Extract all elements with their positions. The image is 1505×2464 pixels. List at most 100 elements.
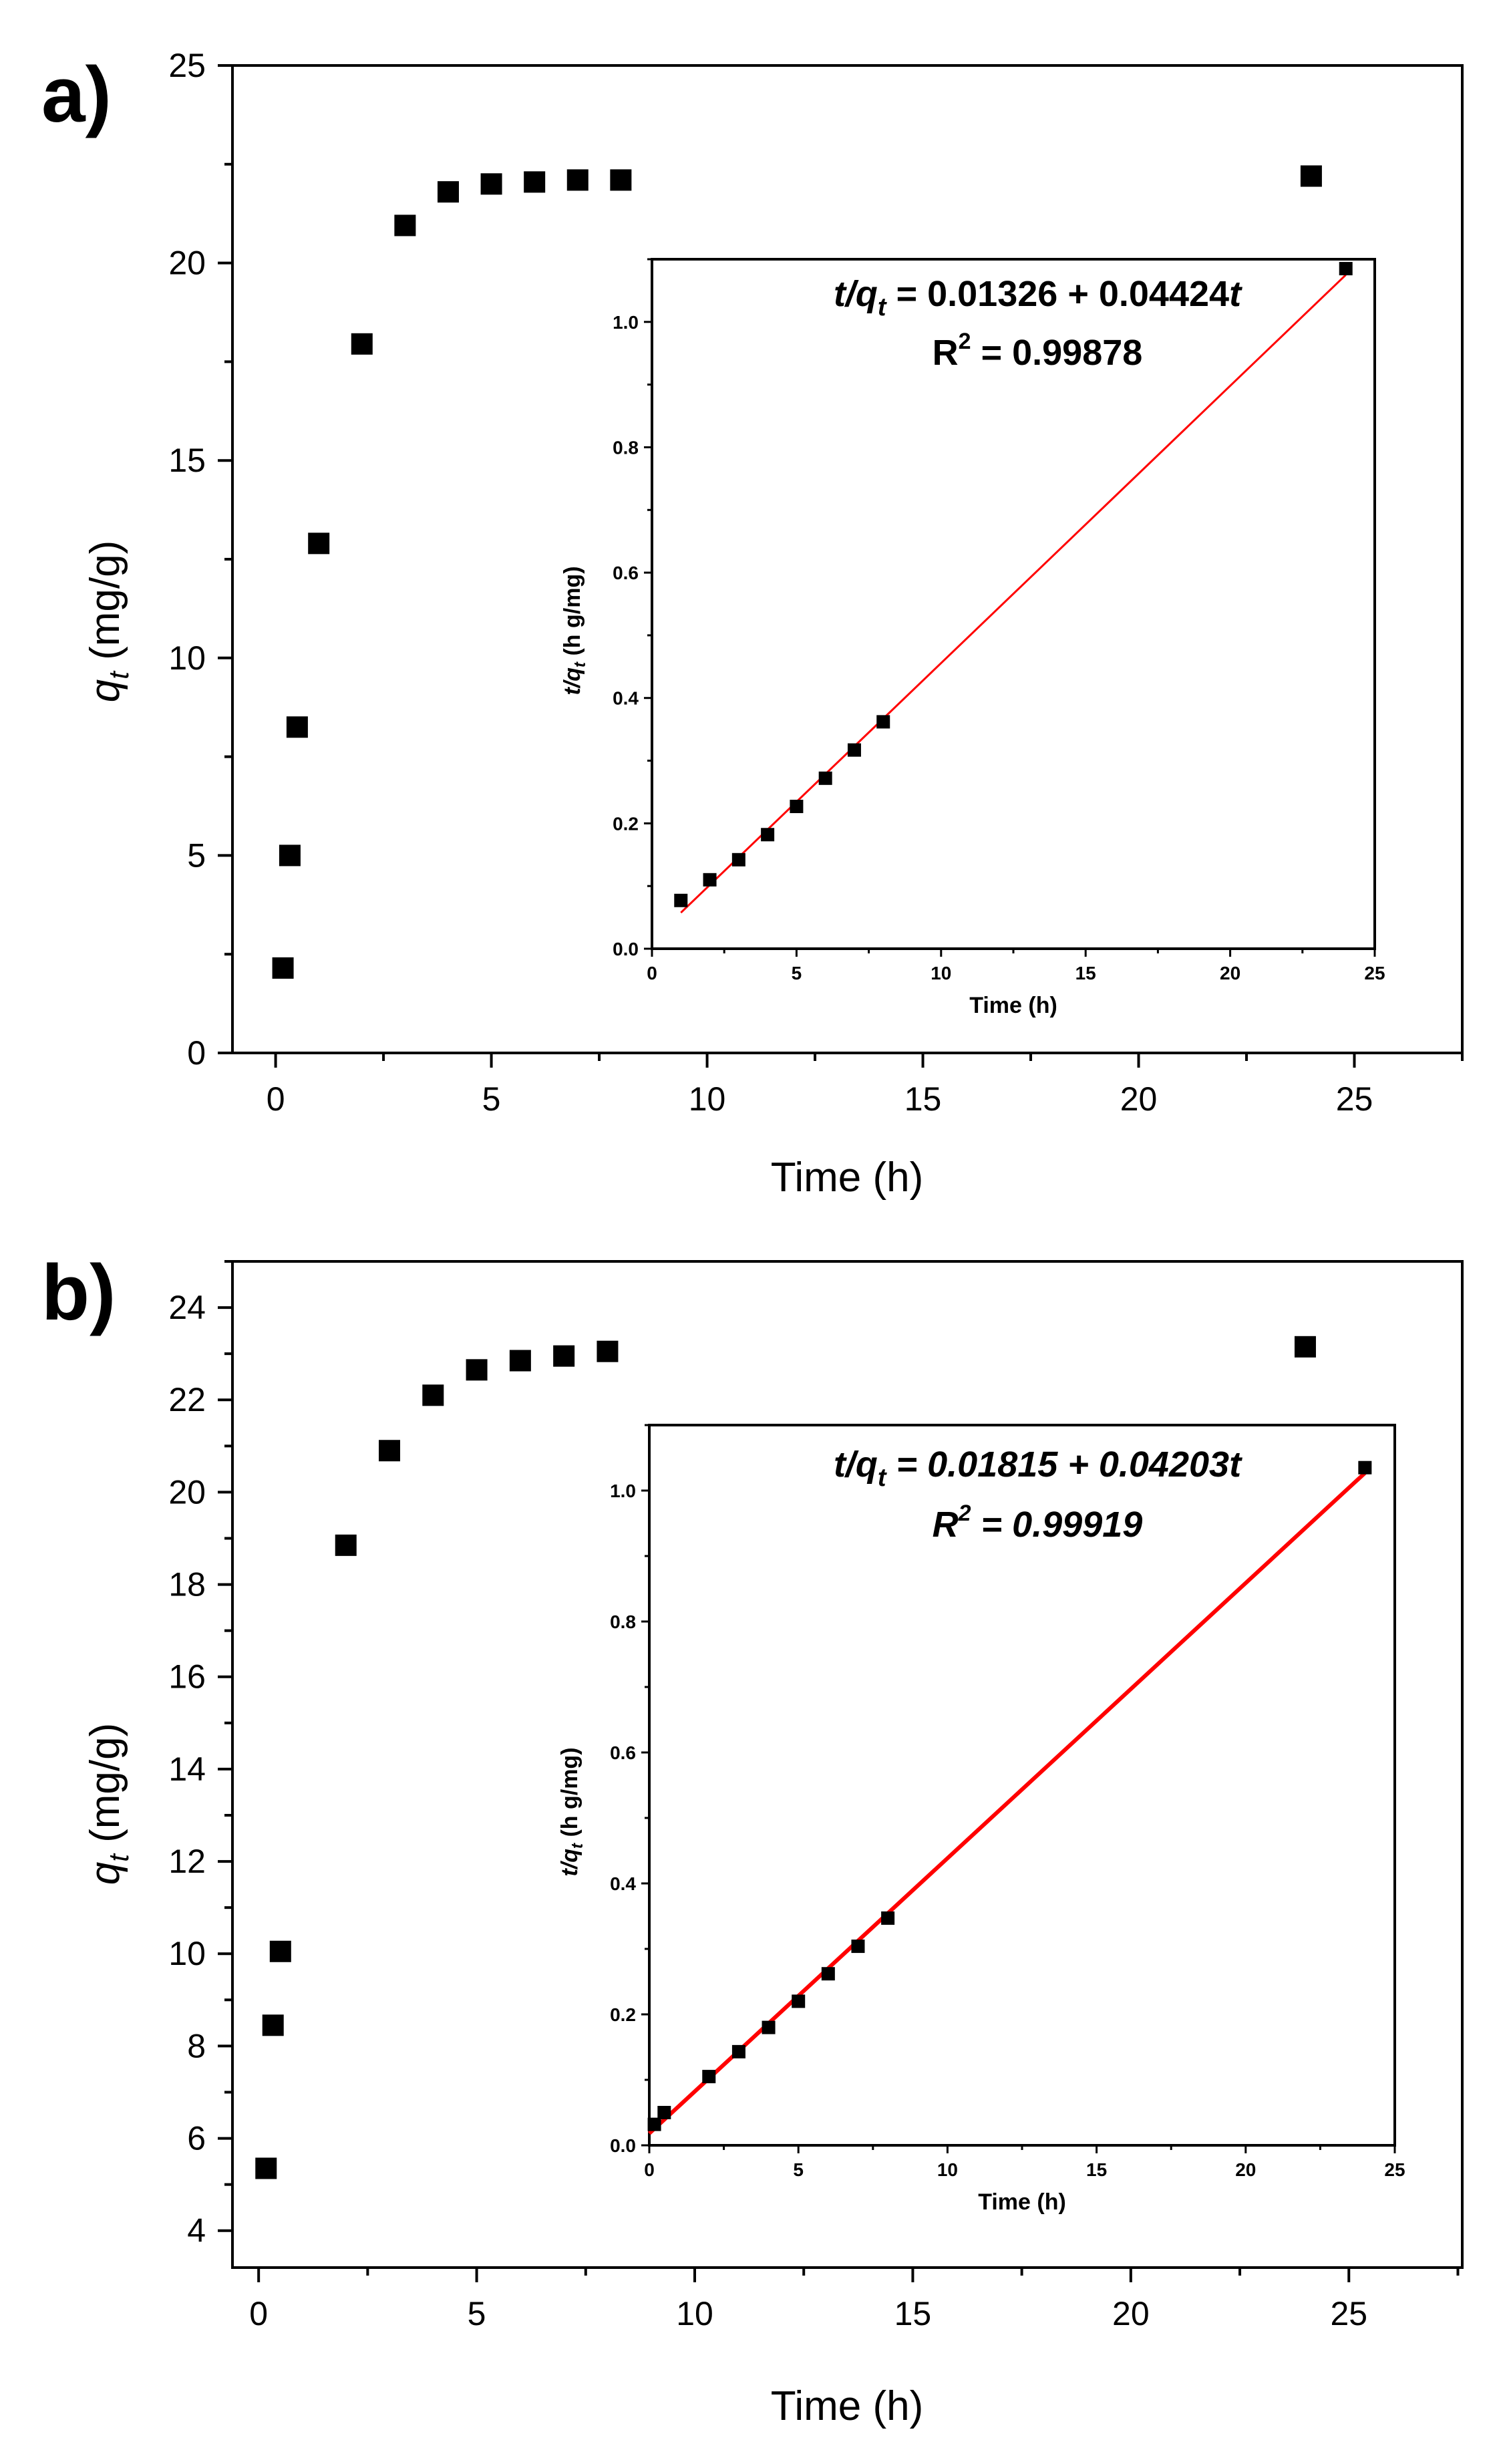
data-point bbox=[351, 333, 373, 355]
inset-y-tick-label: 0.0 bbox=[610, 2135, 636, 2156]
r-squared-value: = 0.99878 bbox=[971, 333, 1143, 373]
data-point bbox=[394, 214, 416, 237]
data-point bbox=[480, 173, 502, 195]
data-point bbox=[269, 1940, 291, 1962]
data-point bbox=[279, 844, 301, 867]
inset-x-tick-label: 25 bbox=[1384, 2159, 1405, 2180]
x-axis-title: Time (h) bbox=[771, 1154, 923, 1201]
equation-lhs: t/q bbox=[834, 274, 878, 314]
panel-letter: a) bbox=[41, 51, 112, 139]
inset-x-tick-label: 25 bbox=[1364, 963, 1385, 983]
data-point bbox=[524, 171, 546, 193]
r-squared-value: = 0.99919 bbox=[971, 1505, 1143, 1545]
fit-equation: t/qt = 0.01326 + 0.04424t bbox=[834, 274, 1242, 321]
plot-frame bbox=[231, 1260, 1464, 2269]
y-axis-title-main: q bbox=[82, 1861, 128, 1885]
equation-rhs: = 0.01326 + 0.04424 bbox=[886, 274, 1229, 314]
data-point bbox=[272, 957, 294, 979]
y-tick-label: 12 bbox=[168, 1843, 206, 1880]
panel-letter: b) bbox=[41, 1249, 116, 1337]
data-point bbox=[308, 532, 330, 555]
y-axis-title-unit: (mg/g) bbox=[82, 1723, 128, 1854]
inset-y-tick-label: 0.4 bbox=[610, 1873, 636, 1894]
x-tick-label: 25 bbox=[1336, 1080, 1373, 1118]
y-tick-label: 15 bbox=[168, 442, 206, 479]
data-point bbox=[566, 169, 589, 191]
x-tick-label: 10 bbox=[676, 2295, 713, 2332]
y-tick-label: 8 bbox=[187, 2027, 206, 2064]
data-point bbox=[509, 1350, 531, 1372]
inset-data-point bbox=[762, 2020, 776, 2034]
y-tick-label: 10 bbox=[168, 639, 206, 677]
equation-lhs: t/q bbox=[834, 1444, 878, 1485]
inset-data-point bbox=[657, 2106, 671, 2119]
inset-x-tick-label: 0 bbox=[647, 963, 657, 983]
inset-y-tick-label: 0.8 bbox=[613, 437, 639, 458]
equation-rhs-var: t bbox=[1229, 274, 1242, 314]
y-axis-title-sub: t bbox=[103, 1853, 134, 1862]
x-tick-label: 5 bbox=[468, 2295, 486, 2332]
x-tick-label: 0 bbox=[267, 1080, 285, 1118]
y-tick-label: 18 bbox=[168, 1566, 206, 1603]
y-tick-label: 20 bbox=[168, 245, 206, 282]
r-squared-sup: 2 bbox=[958, 1501, 971, 1526]
x-tick-label: 5 bbox=[482, 1080, 501, 1118]
y-tick-label: 24 bbox=[168, 1289, 206, 1326]
r-squared-label: R bbox=[933, 333, 959, 373]
inset-y-tick-label: 0.8 bbox=[610, 1611, 636, 1632]
inset-data-point bbox=[847, 743, 861, 757]
data-point bbox=[597, 1340, 619, 1362]
inset-data-point bbox=[1339, 262, 1353, 276]
x-tick-label: 20 bbox=[1112, 2295, 1150, 2332]
data-point bbox=[422, 1384, 444, 1406]
y-tick-label: 25 bbox=[168, 47, 206, 84]
y-tick-label: 16 bbox=[168, 1658, 206, 1696]
data-point bbox=[466, 1359, 488, 1381]
inset-data-point bbox=[790, 800, 804, 814]
y-axis-title-unit: (mg/g) bbox=[82, 541, 128, 671]
inset-data-point bbox=[821, 1967, 835, 1981]
inset-x-axis-title: Time (h) bbox=[978, 2189, 1066, 2215]
inset-x-tick-label: 10 bbox=[931, 963, 951, 983]
x-tick-label: 20 bbox=[1120, 1080, 1158, 1118]
data-point bbox=[553, 1345, 575, 1367]
inset-data-point bbox=[761, 828, 775, 842]
y-axis-title-sub: t bbox=[103, 670, 134, 679]
data-point bbox=[335, 1534, 357, 1556]
inset-data-point bbox=[876, 715, 890, 729]
inset-x-tick-label: 20 bbox=[1220, 963, 1240, 983]
r-squared: R2 = 0.99919 bbox=[933, 1501, 1143, 1545]
inset-y-tick-label: 0.2 bbox=[610, 2004, 636, 2025]
inset-y-axis-title-unit: (h g/mg) bbox=[560, 566, 585, 662]
inset-y-axis-title-sub: t bbox=[568, 1843, 587, 1849]
y-axis-title: qt (mg/g) bbox=[82, 1723, 134, 1885]
r-squared-label: R bbox=[933, 1505, 959, 1545]
inset-x-tick-label: 0 bbox=[644, 2159, 655, 2180]
y-tick-label: 4 bbox=[187, 2212, 206, 2250]
r-squared: R2 = 0.99878 bbox=[933, 329, 1143, 373]
inset-data-point bbox=[731, 853, 745, 867]
inset-y-tick-label: 0.6 bbox=[610, 1742, 636, 1763]
y-tick-label: 6 bbox=[187, 2120, 206, 2157]
inset-data-point bbox=[1358, 1460, 1372, 1475]
y-tick-label: 14 bbox=[168, 1750, 206, 1788]
equation-rhs-var: t bbox=[1229, 1444, 1242, 1485]
inset-y-axis-title-main: t/q bbox=[560, 667, 585, 696]
data-point bbox=[379, 1440, 401, 1462]
inset-y-tick-label: 1.0 bbox=[613, 312, 639, 333]
data-point bbox=[1294, 1336, 1316, 1358]
data-point bbox=[1300, 165, 1322, 187]
inset-y-tick-label: 0.2 bbox=[613, 813, 639, 834]
x-tick-label: 0 bbox=[249, 2295, 268, 2332]
inset-x-tick-label: 15 bbox=[1086, 2159, 1107, 2180]
inset-data-point bbox=[881, 1911, 895, 1925]
x-tick-label: 15 bbox=[904, 1080, 942, 1118]
x-axis-title: Time (h) bbox=[771, 2383, 923, 2429]
equation-rhs: = 0.01815 + 0.04203 bbox=[886, 1444, 1229, 1485]
inset-y-tick-label: 1.0 bbox=[610, 1481, 636, 1501]
